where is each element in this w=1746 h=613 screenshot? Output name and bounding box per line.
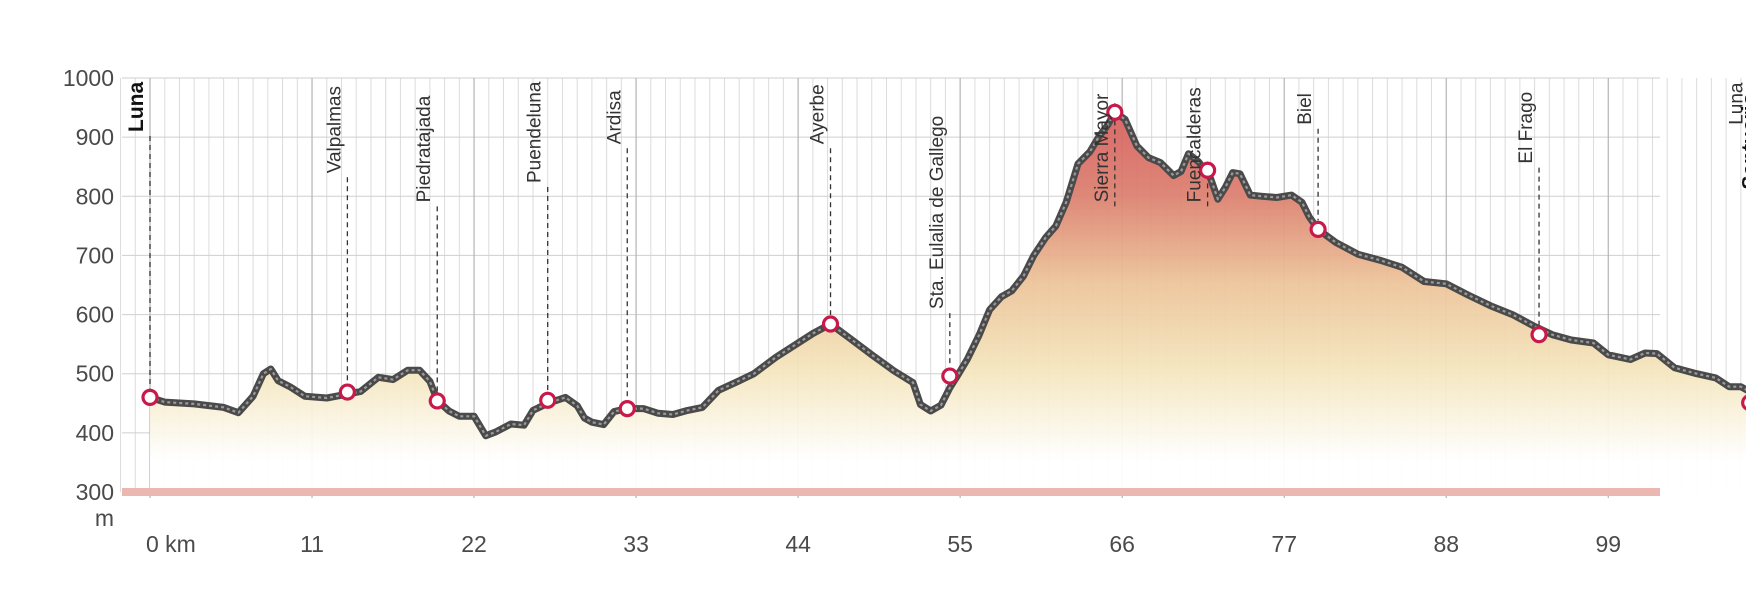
x-axis-labels: 0 km112233445566778899110: [146, 531, 1621, 557]
waypoint-label-text: Luna: [1727, 82, 1746, 125]
waypoint-label: SantuariodeMonlora: [1738, 93, 1746, 190]
waypoint-label-text: Sierra Mayor: [1092, 93, 1113, 202]
leader-lines: [149, 103, 1540, 400]
y-axis-labels: 300 400 500 600 700 800 900 1000: [63, 65, 114, 505]
y-tick-label: 400: [76, 420, 114, 446]
baseline-layer: [122, 488, 1660, 496]
waypoint-marker: [618, 400, 636, 418]
waypoint-label-text: Biel: [1295, 93, 1316, 125]
y-tick-label: 900: [76, 124, 114, 150]
waypoint-marker: [141, 388, 159, 406]
waypoint-marker: [1106, 103, 1124, 121]
baseline-band: [122, 488, 1660, 496]
waypoint-marker: [539, 391, 557, 409]
x-tick-label: 66: [1109, 531, 1135, 557]
y-axis-unit: m: [95, 505, 114, 531]
waypoint-label: El Frago: [1516, 92, 1537, 164]
waypoint-marker: [1309, 220, 1327, 239]
x-tick-label: 33: [623, 531, 649, 557]
x-tick-label: 99: [1595, 531, 1621, 557]
y-tick-label: 500: [76, 361, 114, 387]
y-tick-label: 300: [76, 479, 114, 505]
y-tick-label: 1000: [63, 65, 114, 91]
waypoint-label-text: Luna: [125, 82, 148, 132]
waypoint-label: Luna: [125, 82, 148, 132]
waypoint-label: Puendeluna: [525, 81, 546, 183]
waypoint-label-text: Piedratajada: [414, 95, 435, 202]
y-tick-label: 800: [76, 183, 114, 209]
waypoint-marker: [941, 367, 959, 385]
x-tick-label: 44: [785, 531, 811, 557]
x-tick-label: 11: [300, 531, 324, 557]
waypoint-label-text: Valpalmas: [324, 86, 345, 173]
waypoint-label-text: Ardisa: [604, 90, 625, 144]
area-layer: [150, 112, 1746, 492]
waypoint-label: Biel: [1295, 93, 1316, 125]
waypoint-label-text: Ayerbe: [808, 84, 829, 144]
waypoint-label-text: Sta. Eulalia de Gallego: [927, 116, 948, 309]
waypoint-marker: [821, 315, 840, 333]
x-tick-label: 55: [947, 531, 973, 557]
y-tick-label: 600: [76, 302, 114, 328]
waypoint-marker: [1530, 326, 1548, 344]
waypoint-label: Fuencalderas: [1185, 87, 1206, 202]
waypoint-label: Sierra Mayor: [1092, 93, 1113, 202]
town-labels: Luna Valpalmas Piedratajada Puendeluna Ardis…: [125, 81, 1746, 309]
x-tick-label: 22: [461, 531, 487, 557]
waypoint-markers: [141, 103, 1746, 418]
waypoint-marker: [1741, 394, 1746, 411]
x-tick-label: 0 km: [146, 531, 196, 557]
waypoint-label: Valpalmas: [324, 86, 345, 173]
waypoint-label-text: Fuencalderas: [1185, 87, 1206, 202]
waypoint-label: Ardisa: [604, 90, 625, 144]
waypoint-label: Ayerbe: [808, 84, 829, 144]
waypoint-marker: [338, 383, 356, 401]
waypoint-label: Piedratajada: [414, 95, 435, 202]
elevation-area: [150, 112, 1746, 492]
waypoint-label: Sta. Eulalia de Gallego: [927, 116, 948, 309]
waypoint-label-text: El Frago: [1516, 92, 1537, 164]
y-tick-label: 700: [76, 242, 114, 268]
waypoint-label-text: Puendeluna: [525, 81, 546, 183]
x-tick-label: 77: [1271, 531, 1297, 557]
waypoint-label-text: Santuario: [1738, 93, 1746, 190]
x-tick-label: 88: [1433, 531, 1459, 557]
waypoint-label: Luna: [1727, 82, 1746, 125]
waypoint-marker: [1199, 161, 1217, 179]
waypoint-marker: [428, 392, 446, 410]
